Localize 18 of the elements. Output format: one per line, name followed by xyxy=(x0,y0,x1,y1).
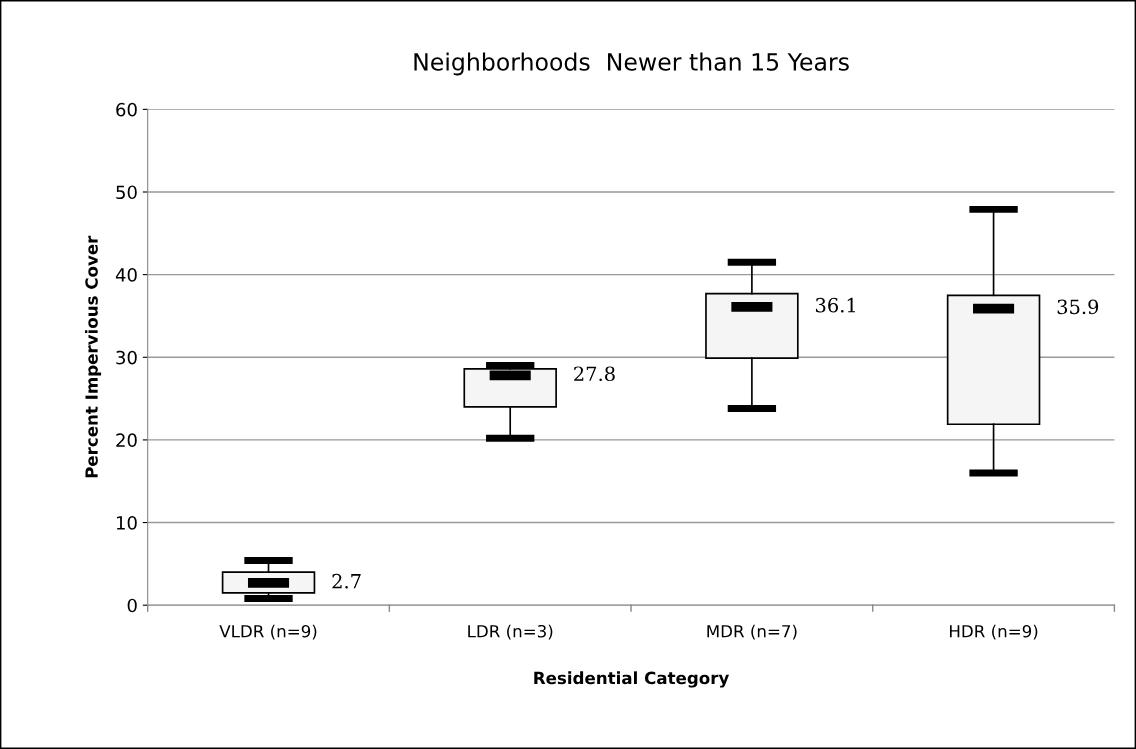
y-tick-label: 10 xyxy=(116,516,137,530)
x-tick-label: HDR (n=9) xyxy=(950,624,1038,640)
y-tick-label: 40 xyxy=(115,268,137,282)
x-tick-label: VLDR (n=9) xyxy=(219,624,317,640)
x-axis-title: Residential Category xyxy=(534,671,730,688)
y-tick-label: 20 xyxy=(116,433,137,448)
y-tick-label: 30 xyxy=(116,350,137,365)
y-axis-title: Percent Impervious Cover xyxy=(84,235,102,478)
annotation: 27.8 xyxy=(574,366,615,382)
annotation: 36.1 xyxy=(815,297,856,313)
annotation: 2.7 xyxy=(332,573,361,589)
annotation: 35.9 xyxy=(1057,299,1099,315)
y-tick-label: 0 xyxy=(127,598,137,613)
y-tick-label: 60 xyxy=(116,102,137,117)
x-tick-label: LDR (n=3) xyxy=(468,624,553,640)
chart-title: Neighborhoods Newer than 15 Years xyxy=(414,52,849,76)
y-tick-label: 50 xyxy=(116,185,137,200)
x-tick-label: MDR (n=7) xyxy=(707,624,797,640)
